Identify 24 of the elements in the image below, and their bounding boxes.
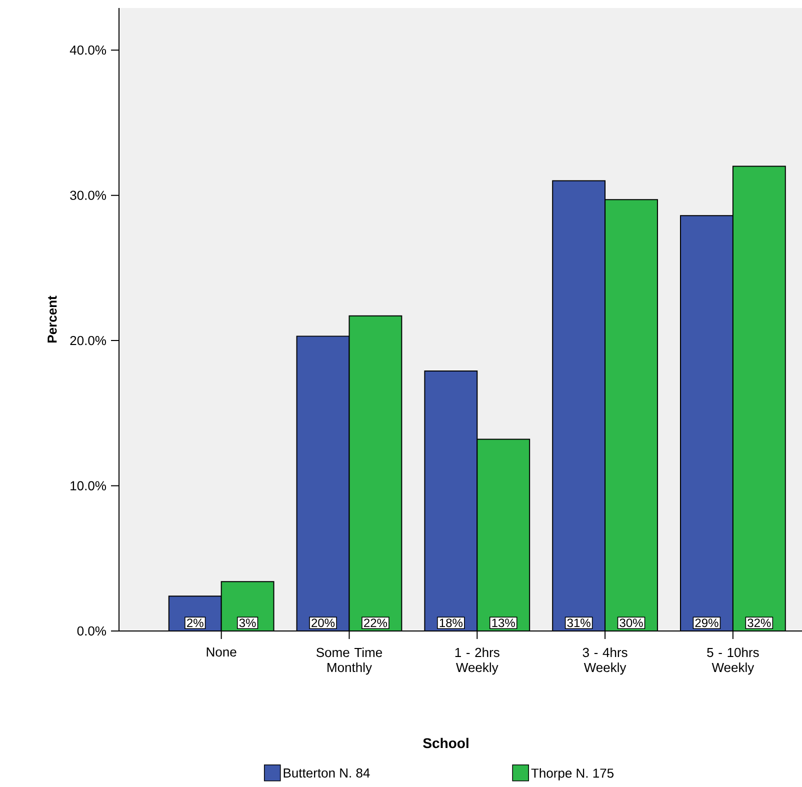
data-label: 3% bbox=[239, 618, 256, 628]
y-tick-label: 0.0% bbox=[77, 626, 106, 636]
data-label: 32% bbox=[748, 618, 771, 628]
data-label: 20% bbox=[312, 618, 335, 628]
data-label: 22% bbox=[364, 618, 388, 628]
x-tick-label: Some Time Monthly bbox=[316, 648, 382, 675]
data-label: 31% bbox=[567, 618, 590, 628]
y-tick-label: 10.0% bbox=[70, 481, 106, 490]
x-tick-label: None bbox=[206, 648, 236, 657]
y-axis-title: Percent bbox=[48, 296, 57, 342]
data-label: 2% bbox=[187, 618, 204, 628]
y-tick-label: 30.0% bbox=[70, 190, 106, 200]
legend-title: School bbox=[423, 738, 468, 748]
legend-label: Thorpe N. 175 bbox=[531, 768, 614, 780]
y-tick-label: 20.0% bbox=[70, 336, 106, 346]
data-label: 30% bbox=[620, 618, 643, 628]
x-tick-label: 5 - 10hrs Weekly bbox=[707, 648, 759, 675]
y-tick-label: 40.0% bbox=[70, 46, 106, 55]
data-label: 29% bbox=[695, 618, 718, 628]
data-label: 13% bbox=[492, 618, 515, 628]
x-tick-label: 1 - 2hrs Weekly bbox=[455, 648, 500, 675]
data-label: 18% bbox=[440, 618, 462, 628]
legend-label: Butterton N. 84 bbox=[284, 768, 370, 778]
x-tick-label: 3 - 4hrs Weekly bbox=[582, 648, 628, 675]
